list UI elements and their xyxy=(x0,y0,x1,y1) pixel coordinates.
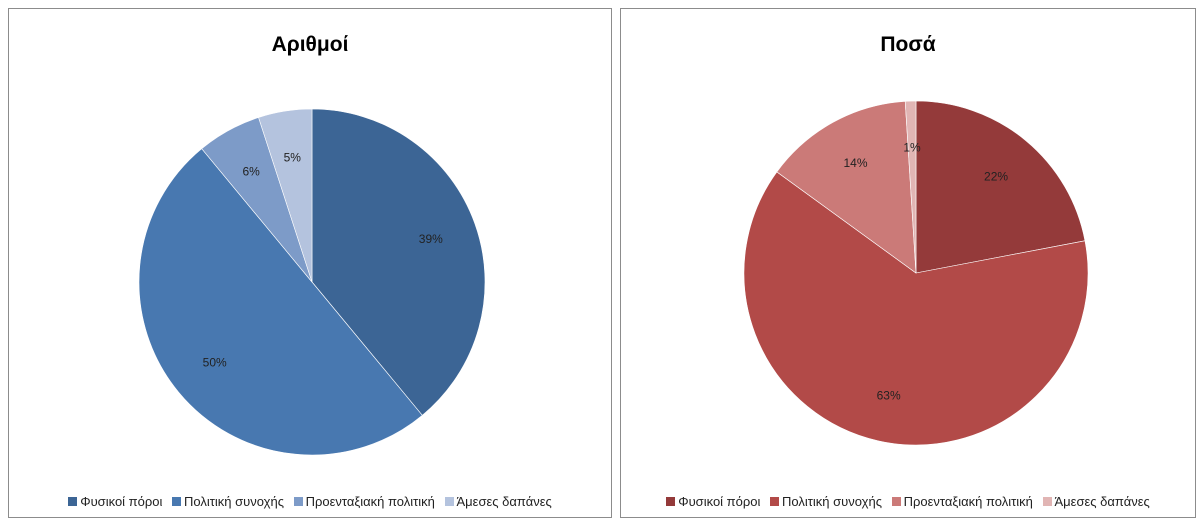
legend: Φυσικοί πόροι Πολιτική συνοχής Προενταξι… xyxy=(621,494,1195,509)
pie-slice xyxy=(743,171,1089,446)
legend-item: Προενταξιακή πολιτική xyxy=(293,494,435,509)
pie-slice xyxy=(138,148,423,456)
legend-item: Πολιτική συνοχής xyxy=(770,494,882,509)
pie-slice xyxy=(904,100,917,274)
pie-slice xyxy=(311,108,486,416)
legend-swatch xyxy=(770,497,780,506)
legend-item: Άμεσες δαπάνες xyxy=(444,494,552,509)
legend-item: Πολιτική συνοχής xyxy=(172,494,284,509)
legend-swatch xyxy=(444,497,454,506)
legend-label: Άμεσες δαπάνες xyxy=(1054,494,1150,509)
legend-item: Φυσικοί πόροι xyxy=(666,494,760,509)
legend-swatch xyxy=(891,497,901,506)
chart-panel-amounts: Ποσά 22% 63% 14% 1% Φυσικοί πόροι Πολιτική … xyxy=(620,8,1196,518)
legend-item: Φυσικοί πόροι xyxy=(68,494,162,509)
data-label: 22% xyxy=(984,169,1008,183)
pie-chart-amounts: 22% 63% 14% 1% xyxy=(743,100,1089,446)
legend-label: Φυσικοί πόροι xyxy=(678,494,761,509)
data-label: 6% xyxy=(242,164,260,178)
data-label: 39% xyxy=(419,232,443,246)
legend-swatch xyxy=(293,497,303,506)
chart-title: Αριθμοί xyxy=(271,33,349,56)
legend-swatch xyxy=(1042,497,1052,506)
legend-swatch xyxy=(666,497,676,506)
pie-slice xyxy=(776,101,917,274)
legend-label: Φυσικοί πόροι xyxy=(80,494,163,509)
pie-slice xyxy=(258,108,313,283)
legend: Φυσικοί πόροι Πολιτική συνοχής Προενταξι… xyxy=(9,494,611,509)
legend-item: Προενταξιακή πολιτική xyxy=(891,494,1033,509)
data-label: 1% xyxy=(903,141,921,155)
legend-label: Άμεσες δαπάνες xyxy=(456,494,552,509)
legend-label: Προενταξιακή πολιτική xyxy=(305,494,435,509)
legend-label: Πολιτική συνοχής xyxy=(184,494,284,509)
legend-label: Πολιτική συνοχής xyxy=(782,494,882,509)
legend-swatch xyxy=(68,497,78,506)
chart-panel-numbers: Αριθμοί 39% 50% 6% 5% Φυσικοί πόροι Πολιτικ… xyxy=(8,8,612,518)
data-label: 63% xyxy=(877,389,901,403)
data-label: 50% xyxy=(203,356,227,370)
legend-item: Άμεσες δαπάνες xyxy=(1042,494,1150,509)
legend-label: Προενταξιακή πολιτική xyxy=(903,494,1033,509)
pie-chart-numbers: 39% 50% 6% 5% xyxy=(138,108,486,456)
legend-swatch xyxy=(172,497,182,506)
data-label: 5% xyxy=(284,150,302,164)
chart-title: Ποσά xyxy=(880,33,936,56)
pie-slice xyxy=(915,100,1086,274)
data-label: 14% xyxy=(843,156,867,170)
